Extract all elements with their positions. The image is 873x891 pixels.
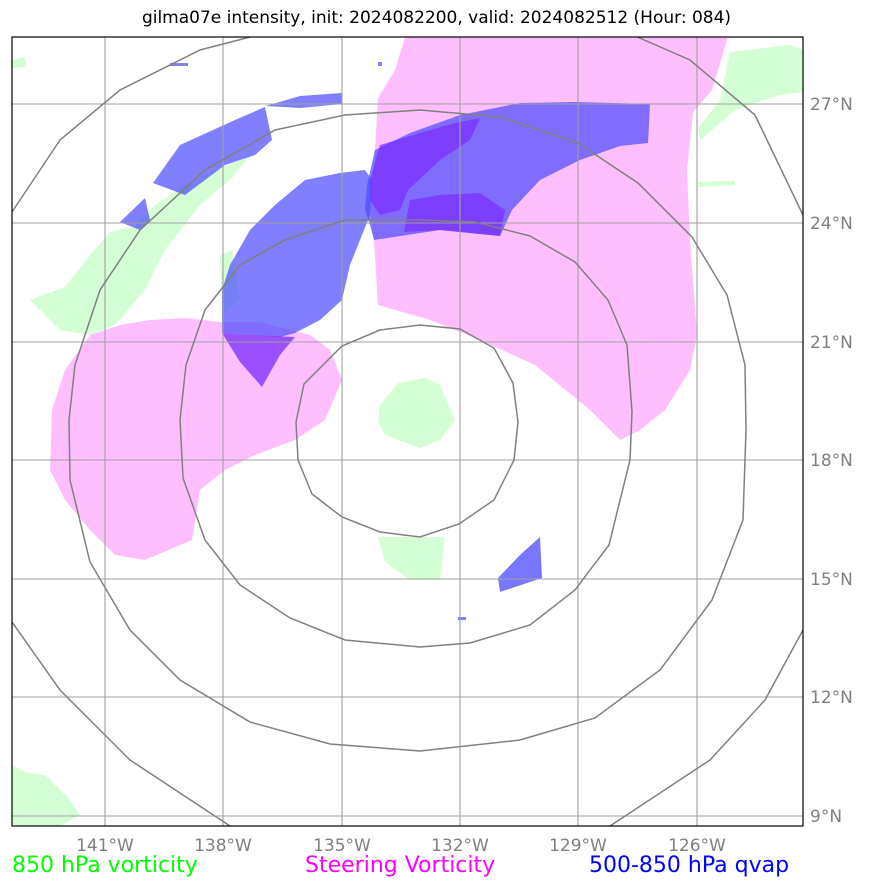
legend-qvap: 500-850 hPa qvap bbox=[589, 853, 790, 878]
latitude-tick-labels: 27°N 24°N 21°N 18°N 15°N 12°N 9°N bbox=[810, 95, 853, 827]
lat-label-15n: 15°N bbox=[810, 570, 853, 590]
map-title: gilma07e intensity, init: 2024082200, va… bbox=[141, 8, 732, 28]
legend-850hpa-vorticity: 850 hPa vorticity bbox=[12, 853, 198, 878]
lat-label-27n: 27°N bbox=[810, 95, 853, 115]
lat-label-9n: 9°N bbox=[810, 807, 842, 827]
lat-label-21n: 21°N bbox=[810, 333, 853, 353]
lon-label-135w: 135°W bbox=[313, 836, 371, 856]
lon-label-138w: 138°W bbox=[194, 836, 252, 856]
plot-frame bbox=[11, 36, 804, 827]
qvap-shading bbox=[120, 62, 650, 620]
lat-label-24n: 24°N bbox=[810, 214, 853, 234]
legend-steering-vorticity: Steering Vorticity bbox=[305, 853, 496, 878]
lon-label-141w: 141°W bbox=[76, 836, 134, 856]
vorticity-850-shading bbox=[12, 45, 803, 826]
lat-label-18n: 18°N bbox=[810, 451, 853, 471]
lon-label-129w: 129°W bbox=[549, 836, 607, 856]
lon-label-132w: 132°W bbox=[431, 836, 489, 856]
range-rings bbox=[12, 37, 803, 826]
lat-lon-grid bbox=[12, 37, 803, 826]
lon-label-126w: 126°W bbox=[668, 836, 726, 856]
longitude-tick-labels: 141°W 138°W 135°W 132°W 129°W 126°W bbox=[76, 836, 726, 856]
lat-label-12n: 12°N bbox=[810, 688, 853, 708]
